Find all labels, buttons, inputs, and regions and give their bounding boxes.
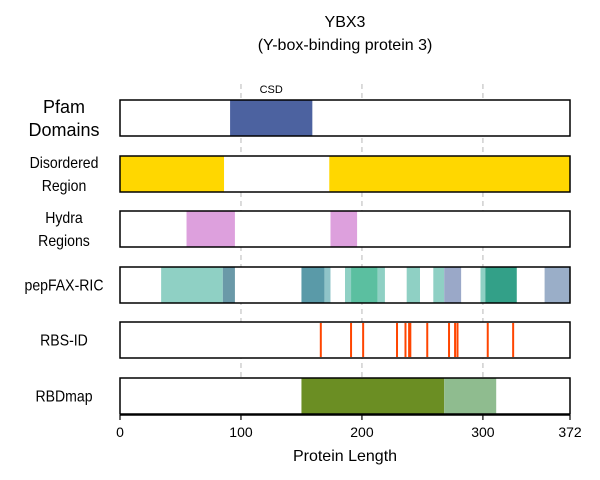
tracks: CSD Pfam Domains Disordered Region Hydra Regio…	[24, 84, 571, 415]
track-5-segment-1	[444, 378, 497, 414]
track-3-segment-4	[345, 267, 352, 303]
track-2-segment-0	[186, 211, 235, 247]
track-3-segment-0	[161, 267, 223, 303]
track-label: Pfam	[43, 97, 85, 117]
track-label: Disordered	[30, 154, 99, 172]
track-0-segment-0	[230, 100, 313, 136]
track-label: Hydra	[45, 209, 83, 227]
track-3-segment-9	[444, 267, 462, 303]
track-border	[119, 266, 571, 304]
track-5-segment-0	[301, 378, 445, 414]
track-3-segment-5	[351, 267, 378, 303]
track-label: pepFAX-RIC	[24, 277, 103, 295]
track-label: Region	[42, 177, 87, 195]
track-2-segment-1	[330, 211, 358, 247]
track-background	[120, 100, 570, 136]
track-3-segment-2	[301, 267, 325, 303]
track-1-segment-0	[120, 156, 225, 192]
track-3-segment-6	[377, 267, 385, 303]
track-3-segment-1	[222, 267, 235, 303]
track-label: Domains	[28, 120, 99, 140]
domain-label: CSD	[260, 84, 283, 96]
track-4: RBS-ID	[40, 321, 571, 359]
track-3-segment-8	[433, 267, 445, 303]
track-3-segment-7	[406, 267, 420, 303]
x-axis-label: Protein Length	[293, 448, 397, 465]
x-tick-label: 100	[229, 424, 253, 440]
chart-subtitle: (Y-box-binding protein 3)	[258, 37, 433, 54]
x-axis: 0 100 200 300 372	[116, 414, 582, 440]
x-tick-label: 200	[350, 424, 374, 440]
track-1-segment-1	[329, 156, 570, 192]
track-label: RBDmap	[35, 388, 92, 406]
track-3: pepFAX-RIC	[24, 266, 571, 304]
track-label: RBS-ID	[40, 332, 88, 350]
track-border	[119, 321, 571, 359]
track-3-segment-11	[485, 267, 517, 303]
track-border	[119, 99, 571, 137]
x-tick-label: 300	[471, 424, 495, 440]
track-2: Hydra Regions	[38, 209, 571, 250]
track-background	[120, 322, 570, 358]
track-3-segment-10	[480, 267, 486, 303]
track-border	[119, 155, 571, 193]
x-tick-label: 0	[116, 424, 124, 440]
track-label: Regions	[38, 232, 90, 250]
track-0: CSD Pfam Domains	[28, 84, 571, 140]
track-1: Disordered Region	[30, 154, 571, 195]
track-3-segment-12	[544, 267, 570, 303]
x-gridlines	[240, 84, 484, 414]
track-border	[119, 210, 571, 248]
track-5: RBDmap	[35, 377, 571, 415]
x-tick-label: 372	[558, 424, 582, 440]
track-3-segment-3	[324, 267, 331, 303]
track-border	[119, 377, 571, 415]
chart-title: YBX3	[325, 14, 366, 31]
